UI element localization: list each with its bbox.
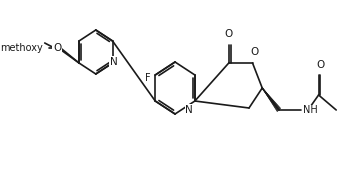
Text: N: N xyxy=(110,57,117,67)
Text: O: O xyxy=(53,43,61,53)
Text: O: O xyxy=(53,43,61,53)
Text: O: O xyxy=(225,29,233,39)
Text: N: N xyxy=(185,105,193,115)
Text: O: O xyxy=(250,47,258,57)
Text: O: O xyxy=(316,60,324,70)
Text: methoxy: methoxy xyxy=(0,43,43,53)
Text: NH: NH xyxy=(303,105,317,115)
Text: F: F xyxy=(145,73,151,83)
